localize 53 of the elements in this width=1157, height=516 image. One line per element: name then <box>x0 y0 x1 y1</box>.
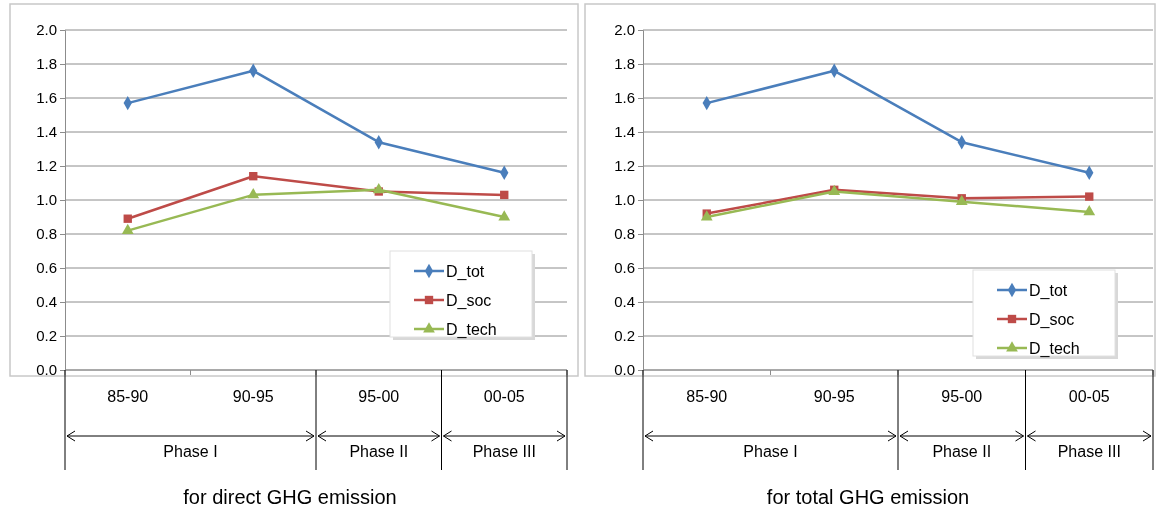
y-tick-label: 1.2 <box>36 157 57 175</box>
y-tick-label: 1.4 <box>614 123 635 141</box>
point <box>498 210 511 221</box>
y-tick-label: 1.0 <box>614 191 635 209</box>
point <box>123 214 132 223</box>
legend-label: D_soc <box>1029 311 1075 329</box>
x-tick-label: 00-05 <box>483 388 525 405</box>
y-tick-label: 0.8 <box>614 225 635 243</box>
y-tick-label: 0.6 <box>614 259 635 277</box>
legend-label: D_tot <box>446 263 485 281</box>
y-tick-label: 0.0 <box>36 361 57 379</box>
point <box>1083 205 1096 216</box>
legend-label: D_tech <box>446 321 497 339</box>
point <box>247 188 260 199</box>
x-tick-label: 85-90 <box>107 388 149 405</box>
y-tick-label: 1.8 <box>614 55 635 73</box>
x-tick-label: 85-90 <box>686 388 728 405</box>
point <box>1085 192 1094 201</box>
legend-label: D_tech <box>1029 340 1080 358</box>
y-tick-label: 0.6 <box>36 259 57 277</box>
y-tick-label: 1.8 <box>36 55 57 73</box>
y-tick-label: 2.0 <box>614 21 635 39</box>
point <box>372 183 385 194</box>
y-tick-label: 0.8 <box>36 225 57 243</box>
text: Phase II <box>932 443 992 460</box>
y-tick-label: 0.4 <box>614 293 635 311</box>
x-tick-label: 00-05 <box>1068 388 1110 405</box>
y-tick-label: 0.4 <box>36 293 57 311</box>
y-tick-label: 1.0 <box>36 191 57 209</box>
x-tick-label: 95-00 <box>358 388 400 405</box>
text: Phase I <box>743 443 798 460</box>
y-tick-label: 2.0 <box>36 21 57 39</box>
x-tick-label: 95-00 <box>941 388 983 405</box>
y-tick-label: 1.6 <box>36 89 57 107</box>
y-tick-label: 0.0 <box>614 361 635 379</box>
y-tick-label: 1.4 <box>36 123 57 141</box>
y-tick-label: 0.2 <box>614 327 635 345</box>
y-tick-label: 1.6 <box>614 89 635 107</box>
text: Phase II <box>349 443 409 460</box>
point <box>249 172 258 181</box>
text: Phase I <box>163 443 218 460</box>
legend-label: D_tot <box>1029 282 1068 300</box>
text: for total GHG emission <box>766 486 970 508</box>
x-tick-label: 90-95 <box>232 388 274 405</box>
point <box>500 190 509 200</box>
y-tick-label: 1.2 <box>614 157 635 175</box>
text: for direct GHG emission <box>183 486 397 508</box>
text: Phase III <box>1057 443 1121 460</box>
x-tick-label: 90-95 <box>813 388 855 405</box>
point <box>121 223 134 234</box>
text: Phase III <box>472 443 536 460</box>
y-tick-label: 0.2 <box>36 327 57 345</box>
legend-label: D_soc <box>446 292 492 310</box>
